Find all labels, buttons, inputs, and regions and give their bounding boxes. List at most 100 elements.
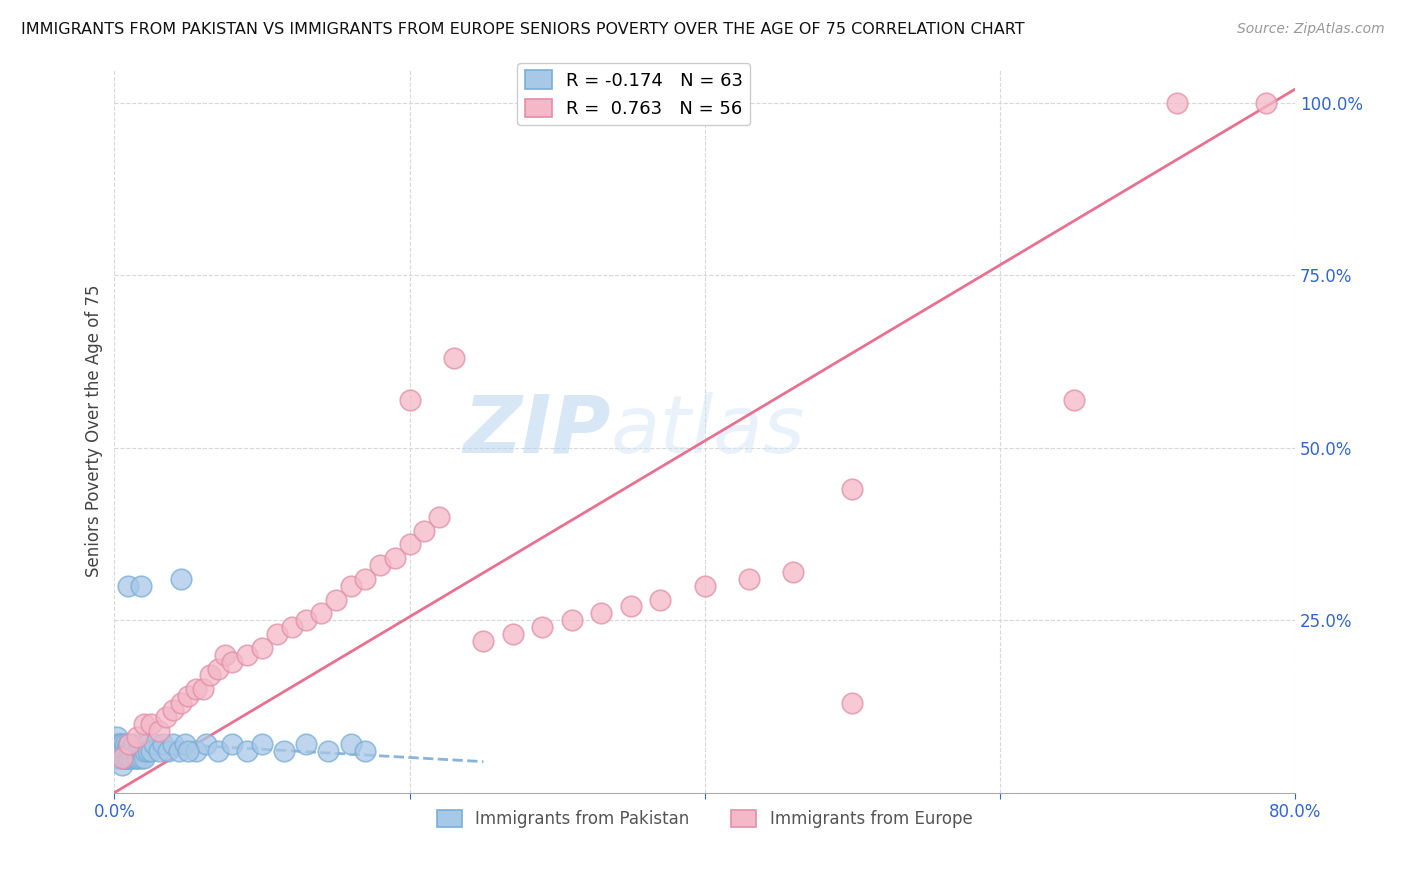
Point <box>443 351 465 366</box>
Point <box>531 620 554 634</box>
Point <box>502 627 524 641</box>
Point <box>117 738 139 752</box>
Point <box>318 744 340 758</box>
Point <box>325 592 347 607</box>
Point <box>1254 95 1277 110</box>
Text: Source: ZipAtlas.com: Source: ZipAtlas.com <box>1237 22 1385 37</box>
Point <box>108 751 131 765</box>
Point <box>398 537 420 551</box>
Point <box>177 689 200 703</box>
Point <box>105 751 128 765</box>
Y-axis label: Seniors Poverty Over the Age of 75: Seniors Poverty Over the Age of 75 <box>86 285 103 577</box>
Point <box>368 558 391 572</box>
Point <box>738 572 761 586</box>
Point <box>354 744 377 758</box>
Point <box>132 751 155 765</box>
Point <box>114 751 136 765</box>
Point <box>354 572 377 586</box>
Point <box>693 579 716 593</box>
Point <box>110 751 132 765</box>
Point <box>207 661 229 675</box>
Point <box>162 738 184 752</box>
Point <box>184 744 207 758</box>
Point <box>155 710 177 724</box>
Point <box>141 716 163 731</box>
Point <box>280 620 302 634</box>
Point <box>561 613 583 627</box>
Point <box>1063 392 1085 407</box>
Point <box>115 744 138 758</box>
Point <box>120 744 142 758</box>
Point <box>129 751 152 765</box>
Point <box>214 648 236 662</box>
Point <box>620 599 643 614</box>
Point <box>221 655 243 669</box>
Point <box>184 682 207 697</box>
Point <box>472 634 495 648</box>
Point <box>108 744 131 758</box>
Point <box>295 613 318 627</box>
Text: atlas: atlas <box>610 392 806 469</box>
Text: ZIP: ZIP <box>463 392 610 469</box>
Point <box>170 696 193 710</box>
Point <box>124 751 146 765</box>
Point <box>111 744 134 758</box>
Point <box>129 579 152 593</box>
Point <box>339 579 361 593</box>
Point <box>266 627 288 641</box>
Text: IMMIGRANTS FROM PAKISTAN VS IMMIGRANTS FROM EUROPE SENIORS POVERTY OVER THE AGE : IMMIGRANTS FROM PAKISTAN VS IMMIGRANTS F… <box>21 22 1025 37</box>
Point <box>118 744 141 758</box>
Point <box>105 744 128 758</box>
Point <box>135 738 157 752</box>
Point <box>122 738 145 752</box>
Point <box>194 738 217 752</box>
Point <box>122 744 145 758</box>
Point <box>118 751 141 765</box>
Point <box>112 744 135 758</box>
Point <box>120 751 142 765</box>
Point <box>148 744 170 758</box>
Point <box>112 751 135 765</box>
Point <box>110 744 132 758</box>
Point <box>273 744 295 758</box>
Point <box>125 731 148 745</box>
Point <box>111 758 134 772</box>
Point <box>152 738 174 752</box>
Point <box>110 738 132 752</box>
Point <box>141 744 163 758</box>
Point <box>841 482 863 496</box>
Point <box>1166 95 1188 110</box>
Point <box>108 738 131 752</box>
Point <box>309 607 332 621</box>
Point <box>174 738 197 752</box>
Point <box>427 509 450 524</box>
Point <box>236 648 259 662</box>
Point <box>162 703 184 717</box>
Point <box>125 751 148 765</box>
Point <box>114 738 136 752</box>
Point <box>148 723 170 738</box>
Point <box>138 744 160 758</box>
Point <box>170 572 193 586</box>
Point <box>200 668 222 682</box>
Point <box>591 607 613 621</box>
Point <box>131 744 153 758</box>
Point <box>236 744 259 758</box>
Point <box>121 751 143 765</box>
Point <box>650 592 672 607</box>
Point <box>156 744 179 758</box>
Point <box>413 524 436 538</box>
Point <box>132 716 155 731</box>
Point <box>117 579 139 593</box>
Point <box>250 738 273 752</box>
Point <box>111 751 134 765</box>
Point <box>250 640 273 655</box>
Point <box>111 738 134 752</box>
Point <box>128 744 150 758</box>
Point <box>177 744 200 758</box>
Point <box>143 738 166 752</box>
Point <box>398 392 420 407</box>
Point <box>384 551 406 566</box>
Legend: Immigrants from Pakistan, Immigrants from Europe: Immigrants from Pakistan, Immigrants fro… <box>430 804 979 835</box>
Point <box>207 744 229 758</box>
